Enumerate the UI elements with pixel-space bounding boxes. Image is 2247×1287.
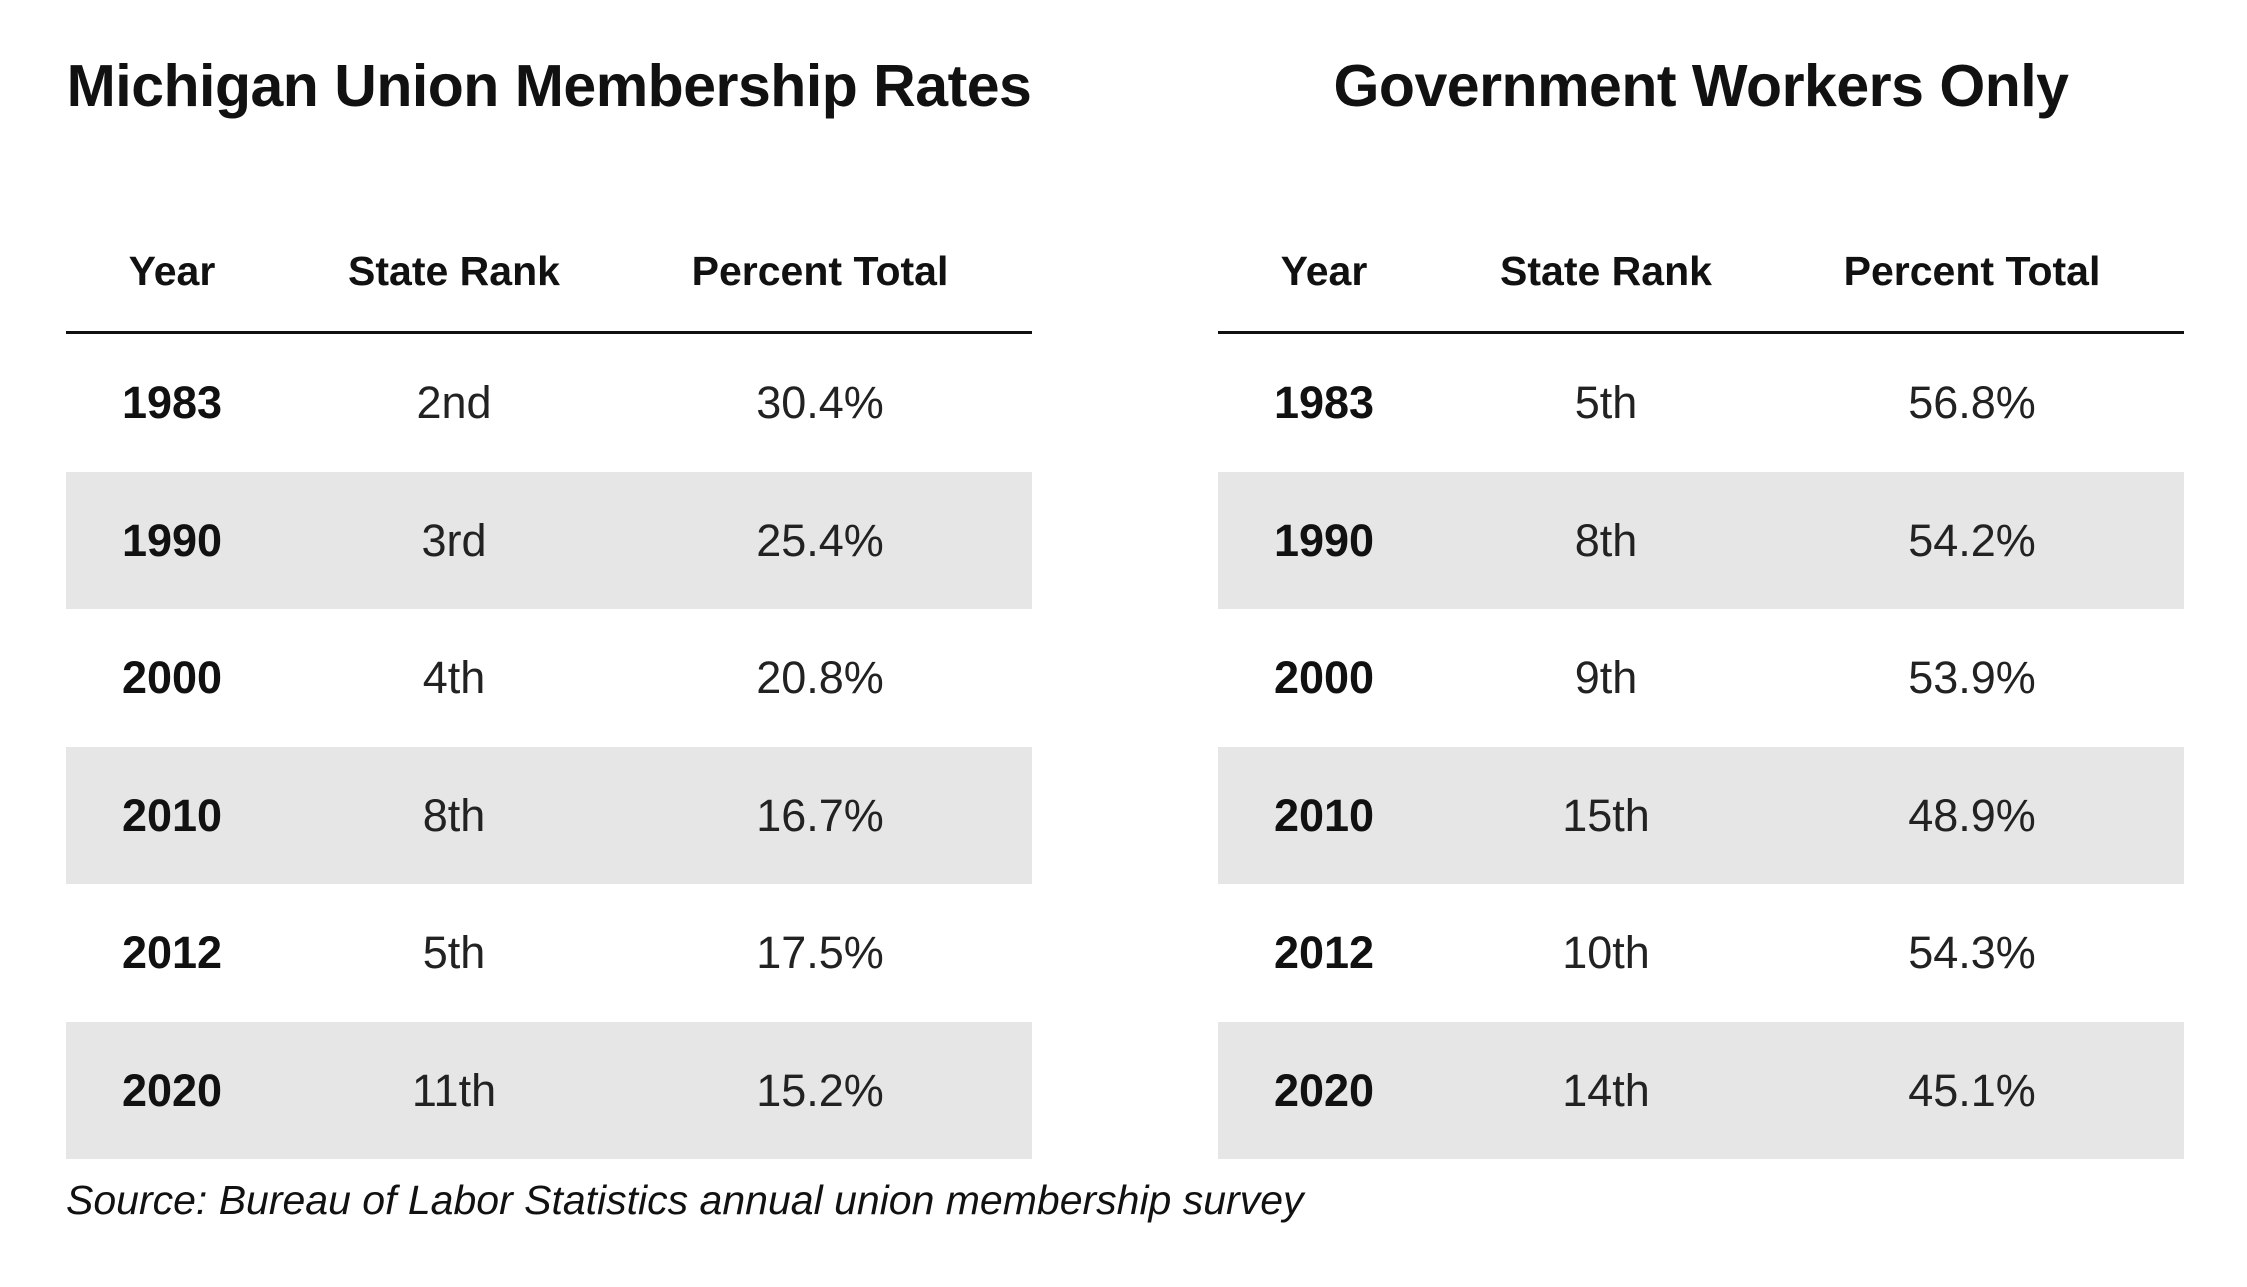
table-row: 1983 2nd 30.4% bbox=[66, 334, 1032, 472]
year-cell: 2020 bbox=[1273, 1064, 1375, 1116]
year-cell: 2012 bbox=[121, 927, 223, 979]
percent-cell: 48.9% bbox=[1908, 789, 2036, 841]
table-row: 2012 10th 54.3% bbox=[1218, 884, 2184, 1022]
percent-cell: 20.8% bbox=[756, 652, 884, 704]
michigan-union-table: Michigan Union Membership Rates Year Sta… bbox=[66, 0, 1032, 1159]
rank-cell: 3rd bbox=[421, 514, 487, 566]
government-workers-table: Government Workers Only Year State Rank … bbox=[1218, 0, 2184, 1159]
rank-cell: 14th bbox=[1562, 1064, 1650, 1116]
table-row: 2012 5th 17.5% bbox=[66, 884, 1032, 1022]
year-cell: 2020 bbox=[121, 1064, 223, 1116]
col-header-percent-total: Percent Total bbox=[1843, 248, 2101, 294]
col-header-percent-total: Percent Total bbox=[691, 248, 949, 294]
percent-cell: 25.4% bbox=[756, 514, 884, 566]
percent-cell: 56.8% bbox=[1908, 377, 2036, 429]
year-cell: 1983 bbox=[1273, 377, 1375, 429]
rank-cell: 15th bbox=[1562, 789, 1650, 841]
percent-cell: 30.4% bbox=[756, 377, 884, 429]
table-row: 1983 5th 56.8% bbox=[1218, 334, 2184, 472]
rank-cell: 11th bbox=[411, 1064, 497, 1116]
rank-cell: 5th bbox=[1574, 377, 1638, 429]
table-row: 2020 11th 15.2% bbox=[66, 1021, 1032, 1159]
year-cell: 1990 bbox=[1273, 514, 1375, 566]
year-cell: 1990 bbox=[121, 514, 223, 566]
percent-cell: 54.2% bbox=[1908, 514, 2036, 566]
rank-cell: 8th bbox=[422, 789, 486, 841]
table-row: 2010 8th 16.7% bbox=[66, 746, 1032, 884]
col-header-year: Year bbox=[1280, 248, 1368, 294]
year-cell: 2010 bbox=[1273, 789, 1375, 841]
col-header-year: Year bbox=[128, 248, 216, 294]
percent-cell: 45.1% bbox=[1908, 1064, 2036, 1116]
source-note: Source: Bureau of Labor Statistics annua… bbox=[66, 1177, 1304, 1223]
percent-cell: 15.2% bbox=[756, 1064, 884, 1116]
table-title: Government Workers Only bbox=[1333, 53, 2069, 119]
table-header-row: Year State Rank Percent Total bbox=[1218, 126, 2184, 334]
rank-cell: 8th bbox=[1574, 514, 1638, 566]
table-title: Michigan Union Membership Rates bbox=[66, 53, 1032, 119]
percent-cell: 16.7% bbox=[756, 789, 884, 841]
year-cell: 2000 bbox=[121, 652, 223, 704]
table-row: 2000 4th 20.8% bbox=[66, 609, 1032, 747]
rank-cell: 2nd bbox=[416, 377, 492, 429]
year-cell: 2010 bbox=[121, 789, 223, 841]
year-cell: 1983 bbox=[121, 377, 223, 429]
percent-cell: 54.3% bbox=[1908, 927, 2036, 979]
year-cell: 2012 bbox=[1273, 927, 1375, 979]
col-header-state-rank: State Rank bbox=[348, 248, 560, 294]
percent-cell: 53.9% bbox=[1908, 652, 2036, 704]
table-row: 1990 8th 54.2% bbox=[1218, 471, 2184, 609]
rank-cell: 10th bbox=[1562, 927, 1650, 979]
table-header-row: Year State Rank Percent Total bbox=[66, 126, 1032, 334]
rank-cell: 5th bbox=[422, 927, 486, 979]
percent-cell: 17.5% bbox=[756, 927, 884, 979]
year-cell: 2000 bbox=[1273, 652, 1375, 704]
col-header-state-rank: State Rank bbox=[1500, 248, 1712, 294]
rank-cell: 9th bbox=[1574, 652, 1638, 704]
table-row: 1990 3rd 25.4% bbox=[66, 471, 1032, 609]
rank-cell: 4th bbox=[422, 652, 486, 704]
table-row: 2020 14th 45.1% bbox=[1218, 1021, 2184, 1159]
table-row: 2000 9th 53.9% bbox=[1218, 609, 2184, 747]
table-row: 2010 15th 48.9% bbox=[1218, 746, 2184, 884]
